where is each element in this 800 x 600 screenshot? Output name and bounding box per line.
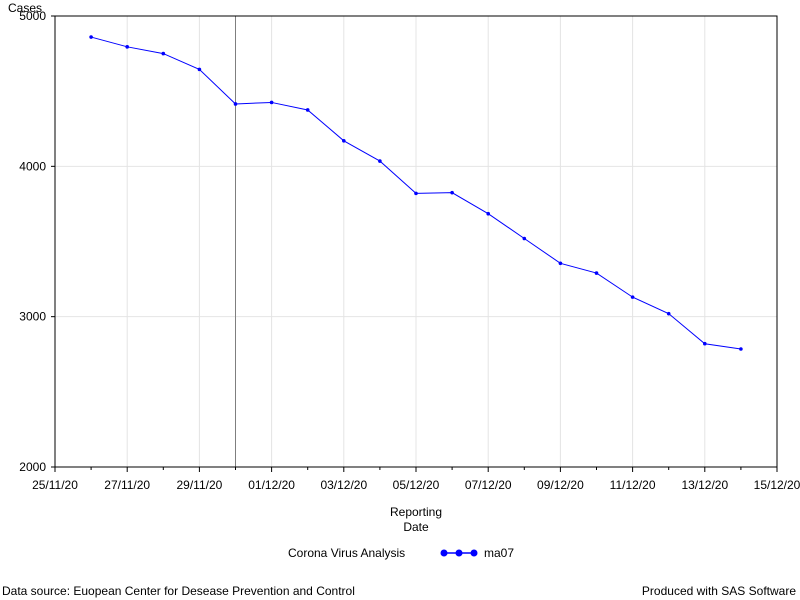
x-tick-label: 05/12/20 xyxy=(393,478,440,492)
line-chart: 2000 3000 4000 5000 25/11/20 27/11/20 29/11/2… xyxy=(8,1,800,560)
x-tick-label: 25/11/20 xyxy=(32,478,78,492)
data-point xyxy=(630,295,635,299)
data-source-note: Data source: Euopean Center for Desease … xyxy=(2,584,355,598)
data-point xyxy=(89,35,93,39)
x-tick-label: 09/12/20 xyxy=(537,478,584,492)
data-point xyxy=(666,311,671,316)
y-axis: 2000 3000 4000 5000 xyxy=(19,9,55,474)
legend-swatch-marker xyxy=(455,549,463,557)
data-point xyxy=(161,51,166,56)
x-tick-label: 27/11/20 xyxy=(104,478,150,492)
y-tick-label: 3000 xyxy=(19,310,46,324)
data-point xyxy=(522,236,527,241)
data-point xyxy=(197,67,202,72)
data-point xyxy=(414,191,418,196)
x-tick-label: 11/12/20 xyxy=(610,478,656,492)
data-point xyxy=(486,211,491,216)
data-point xyxy=(703,341,707,346)
y-tick-label: 4000 xyxy=(19,159,46,173)
y-axis-title: Cases xyxy=(8,1,42,15)
data-point xyxy=(342,138,346,143)
x-axis-title-line2: Date xyxy=(403,520,429,534)
legend-series-name: ma07 xyxy=(484,546,514,560)
x-axis-title-line1: Reporting xyxy=(390,505,442,519)
data-point xyxy=(305,108,310,112)
x-tick-label: 15/12/20 xyxy=(754,478,800,492)
legend-title: Corona Virus Analysis xyxy=(288,546,405,560)
data-point xyxy=(594,271,599,275)
x-tick-label: 13/12/20 xyxy=(681,478,728,492)
grid-lines xyxy=(54,15,778,468)
legend-swatch-marker xyxy=(470,549,478,557)
data-point xyxy=(450,190,454,195)
data-point xyxy=(269,100,274,105)
data-point xyxy=(558,261,563,266)
x-tick-label: 01/12/20 xyxy=(248,478,295,492)
x-tick-label: 07/12/20 xyxy=(465,478,512,492)
y-tick-label: 5000 xyxy=(19,9,46,23)
x-axis: 25/11/20 27/11/20 29/11/20 01/12/20 03/12/20… xyxy=(32,467,800,492)
legend-swatch-marker xyxy=(440,549,448,557)
x-tick-label: 03/12/20 xyxy=(320,478,367,492)
series-group xyxy=(89,35,743,351)
produced-with-note: Produced with SAS Software xyxy=(641,584,796,598)
data-point xyxy=(125,45,129,49)
data-point xyxy=(378,159,382,163)
x-tick-label: 29/11/20 xyxy=(176,478,222,492)
legend: Corona Virus Analysis ma07 xyxy=(288,546,514,560)
data-point xyxy=(739,347,743,351)
data-point xyxy=(233,102,238,106)
y-tick-label: 2000 xyxy=(19,460,46,474)
